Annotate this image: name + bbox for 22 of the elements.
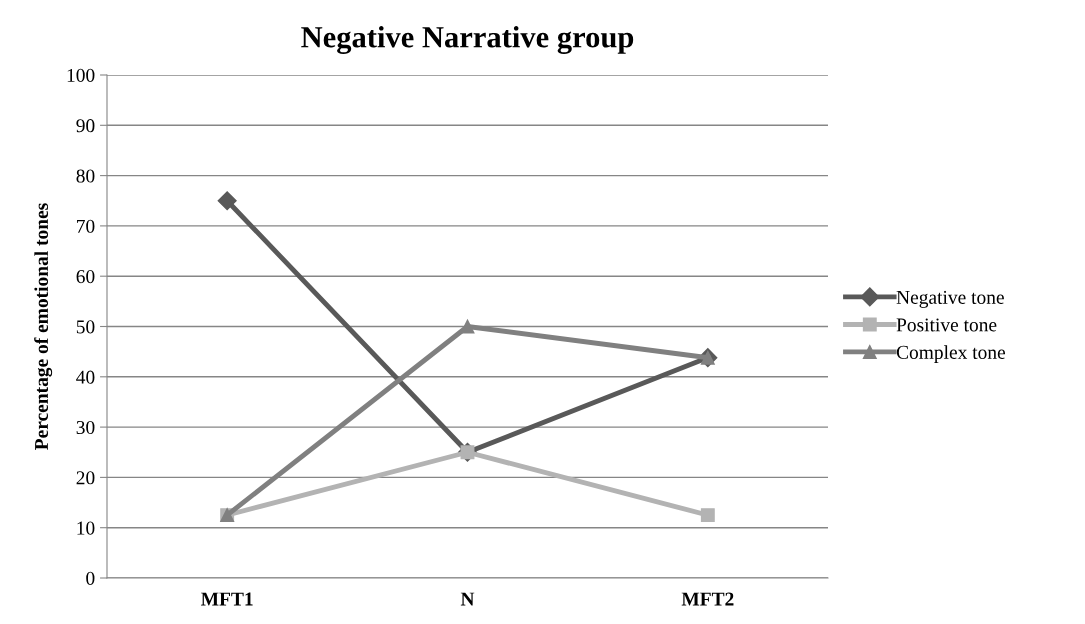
y-tick-label: 70 bbox=[77, 219, 95, 233]
y-axis-title: Percentage of emotional tones bbox=[34, 203, 53, 450]
point bbox=[700, 508, 715, 523]
y-tick-label: 30 bbox=[76, 420, 95, 435]
legend-label: Complex tone bbox=[896, 345, 1006, 363]
y-tick-label: 80 bbox=[76, 169, 95, 183]
point bbox=[460, 319, 475, 334]
y-tick-label: 20 bbox=[76, 471, 95, 485]
legend-label: Positive tone bbox=[896, 318, 997, 332]
y-tick-label: 60 bbox=[76, 270, 95, 284]
point bbox=[217, 191, 237, 211]
x-tick-label: N bbox=[460, 592, 475, 606]
y-tick-label: 50 bbox=[76, 320, 95, 334]
y-tick-label: 40 bbox=[76, 370, 95, 384]
y-tick-label: 0 bbox=[86, 571, 95, 585]
y-tick-label: 90 bbox=[76, 119, 95, 133]
legend-label: Negative tone bbox=[896, 290, 1004, 308]
x-tick-label: MFT2 bbox=[681, 592, 734, 606]
x-tick-label: MFT1 bbox=[201, 592, 253, 606]
y-tick-label: 100 bbox=[67, 68, 95, 82]
y-tick-label: 10 bbox=[77, 521, 95, 535]
chart-title: Negative Narrative group bbox=[301, 26, 634, 54]
